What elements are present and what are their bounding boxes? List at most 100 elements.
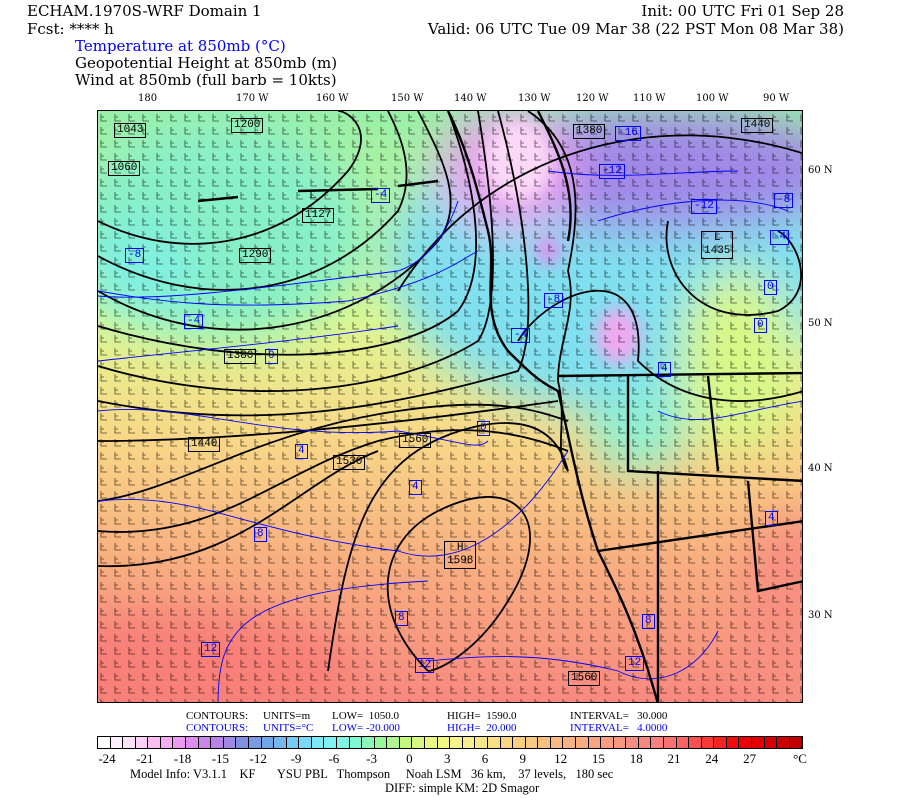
contours-high: HIGH= 1590.0: [447, 710, 517, 722]
color-scale-swatch: [676, 737, 690, 748]
color-scale-swatch: [387, 737, 400, 748]
color-scale-swatch: [701, 737, 715, 748]
color-scale-swatch: [399, 737, 413, 748]
color-scale-swatch: [789, 737, 803, 748]
longitude-label: 150 W: [391, 93, 424, 104]
color-scale-swatch: [198, 737, 212, 748]
field-temperature: Temperature at 850mb (°C): [75, 37, 286, 55]
color-scale-swatch: [223, 737, 237, 748]
longitude-label: 110 W: [633, 93, 666, 104]
low-pressure-center: L 1435: [701, 231, 734, 259]
longitude-label: 140 W: [454, 93, 487, 104]
high-mark: H: [456, 542, 464, 554]
color-scale-swatch: [689, 737, 702, 748]
color-scale-swatch: [550, 737, 564, 748]
low-mark: L: [713, 232, 721, 244]
color-scale-swatch: [261, 737, 275, 748]
latitude-label: 50 N: [808, 318, 833, 329]
color-scale-swatch: [651, 737, 665, 748]
color-scale-label: -24: [98, 751, 116, 766]
color-scale-swatch: [752, 737, 765, 748]
color-scale-label: 15: [591, 751, 605, 766]
color-scale-label: 9: [519, 751, 527, 766]
temperature-contour-label: 0: [754, 318, 767, 333]
color-scale-label: -21: [136, 751, 154, 766]
color-scale-label: -9: [290, 751, 302, 766]
coastlines-borders: [197, 111, 802, 702]
color-scale-swatch: [462, 737, 476, 748]
forecast-hour: Fcst: **** h: [27, 20, 114, 38]
field-height: Geopotential Height at 850mb (m): [75, 54, 338, 72]
color-scale-swatch: [450, 737, 463, 748]
temperature-contour-label: -8: [774, 193, 794, 208]
longitude-label: 130 W: [518, 93, 551, 104]
color-scale-label: 6: [481, 751, 489, 766]
longitude-label: 100 W: [696, 93, 729, 104]
temperature-contour-label: 0: [477, 421, 490, 436]
color-scale-swatch: [236, 737, 249, 748]
color-scale-label: -12: [249, 751, 267, 766]
temperature-contour-label: -4: [511, 328, 531, 343]
color-scale-label: -6: [328, 751, 340, 766]
color-scale-swatch: [248, 737, 262, 748]
color-scale-swatch: [299, 737, 312, 748]
color-scale-swatch: [135, 737, 149, 748]
low-value: 1435: [704, 245, 731, 257]
temp-contours-interval: INTERVAL= 4.0000: [570, 722, 668, 734]
field-wind: Wind at 850mb (full barb = 10kts): [75, 71, 337, 89]
longitude-label: 180: [138, 93, 158, 104]
color-scale-swatch: [714, 737, 727, 748]
temperature-contour-label: 0: [764, 280, 777, 295]
color-scale-swatch: [726, 737, 740, 748]
color-scale-swatch: [500, 737, 514, 748]
color-scale-swatch: [563, 737, 576, 748]
color-scale-swatch: [437, 737, 451, 748]
high-pressure-center: H 1598: [444, 541, 477, 569]
height-contours: [98, 111, 802, 672]
color-scale-swatch: [274, 737, 287, 748]
height-contour-label: 1380: [224, 349, 257, 364]
low-mark: L: [309, 190, 316, 201]
temp-contours-label: CONTOURS:: [186, 722, 249, 734]
color-scale-swatch: [412, 737, 426, 748]
height-contour-label: 1380: [573, 124, 606, 139]
map-field: [98, 111, 802, 702]
color-scale-swatch: [575, 737, 589, 748]
temperature-contour-label: 12: [201, 642, 221, 657]
color-scale-swatch: [211, 737, 224, 748]
color-scale-swatch: [525, 737, 539, 748]
height-contour-label: 1060: [108, 161, 141, 176]
temperature-contour-label: -12: [691, 199, 717, 214]
color-scale-swatch: [739, 737, 753, 748]
temperature-contour-label: 4: [765, 511, 778, 526]
color-scale-swatch: [286, 737, 300, 748]
temp-contours-low: LOW= -20.000: [332, 722, 400, 734]
latitude-label: 30 N: [808, 610, 833, 621]
color-scale-swatch: [110, 737, 124, 748]
color-scale-swatch: [638, 737, 652, 748]
temperature-contour-label: 8: [254, 527, 267, 542]
contours-label: CONTOURS:: [186, 710, 249, 722]
color-scale-swatch: [362, 737, 375, 748]
temp-contours-high: HIGH= 20.000: [447, 722, 517, 734]
longitude-label: 90 W: [763, 93, 790, 104]
color-scale-swatch: [148, 737, 161, 748]
temperature-contours: [98, 170, 802, 702]
temperature-contour-label: -8: [125, 248, 145, 263]
height-contour-label: 1290: [239, 248, 272, 263]
height-contour-label: 1200: [231, 118, 264, 133]
temperature-contour-label: 8: [395, 611, 408, 626]
color-scale-label: 27: [743, 751, 757, 766]
color-scale-swatch: [160, 737, 174, 748]
color-scale-swatch: [349, 737, 363, 748]
height-contour-label: 1530: [333, 455, 366, 470]
color-scale-label: -15: [211, 751, 230, 766]
color-scale-bar: [97, 736, 803, 749]
color-scale-swatch: [123, 737, 136, 748]
color-scale-label: -18: [173, 751, 192, 766]
temperature-contour-label: 12: [415, 658, 435, 673]
color-scale-label: 21: [667, 751, 681, 766]
contours-units: UNITS=m: [263, 710, 311, 722]
model-title: ECHAM.1970S-WRF Domain 1: [27, 2, 262, 20]
